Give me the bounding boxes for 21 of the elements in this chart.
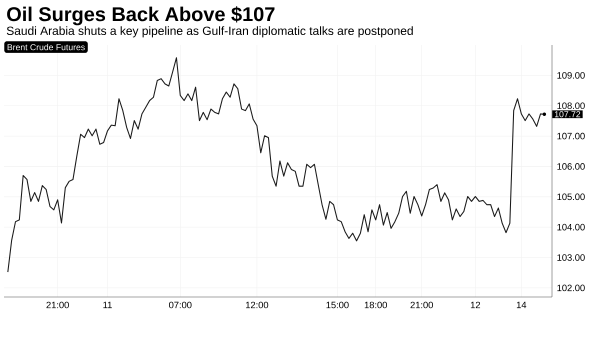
annotation: Brent Crude Futures [8,44,85,50]
y-tick-label: 105.00 [557,194,585,200]
x-tick-label: 21:00 [410,302,433,308]
x-tick-label: 12:00 [246,302,268,308]
x-tick-label: 07:00 [169,302,192,308]
chart-subtitle: Saudi Arabia shuts a key pipeline as Gulf-Iran diplomatic talks are postponed [6,26,413,38]
x-tick-label: 12 [470,302,480,308]
y-tick-label: 109.00 [557,72,585,79]
text: 107.72 [554,111,580,118]
y-tick-label: 102.00 [557,284,585,292]
y-tick-label: 107.00 [557,132,585,140]
x-tick-label: 18:00 [364,302,387,308]
y-tick-label: 103.00 [557,254,585,261]
y-tick-label: 104.00 [557,224,585,230]
y-tick-label: 108.00 [557,102,585,110]
x-tick-label: 21:00 [46,302,69,308]
y-tick-label: 106.00 [557,163,585,170]
x-tick-label: 14 [516,302,526,308]
x-tick-label: 11 [103,302,112,308]
x-tick-label: 15:00 [326,302,349,308]
chart-title: Oil Surges Back Above $107 [7,6,274,26]
